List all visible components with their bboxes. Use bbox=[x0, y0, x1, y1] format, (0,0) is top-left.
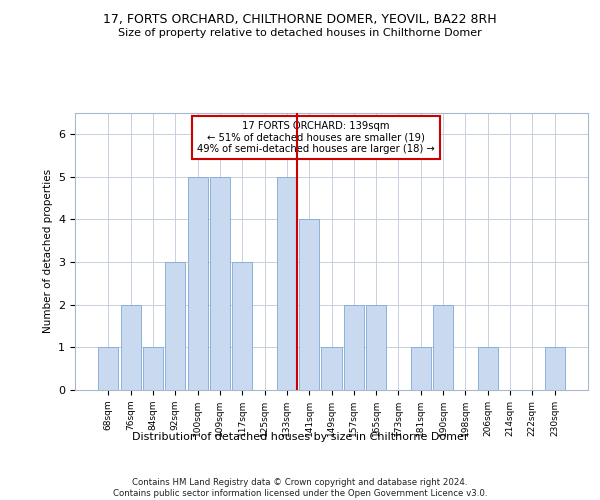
Bar bbox=[299, 219, 319, 390]
Bar bbox=[143, 348, 163, 390]
Y-axis label: Number of detached properties: Number of detached properties bbox=[43, 169, 53, 334]
Bar bbox=[98, 348, 118, 390]
Bar bbox=[411, 348, 431, 390]
Bar bbox=[121, 304, 141, 390]
Text: 17, FORTS ORCHARD, CHILTHORNE DOMER, YEOVIL, BA22 8RH: 17, FORTS ORCHARD, CHILTHORNE DOMER, YEO… bbox=[103, 12, 497, 26]
Bar bbox=[478, 348, 498, 390]
Bar bbox=[188, 176, 208, 390]
Bar bbox=[232, 262, 252, 390]
Bar bbox=[545, 348, 565, 390]
Bar bbox=[433, 304, 453, 390]
Text: 17 FORTS ORCHARD: 139sqm
← 51% of detached houses are smaller (19)
49% of semi-d: 17 FORTS ORCHARD: 139sqm ← 51% of detach… bbox=[197, 121, 435, 154]
Bar bbox=[344, 304, 364, 390]
Text: Size of property relative to detached houses in Chilthorne Domer: Size of property relative to detached ho… bbox=[118, 28, 482, 38]
Bar bbox=[277, 176, 297, 390]
Text: Distribution of detached houses by size in Chilthorne Domer: Distribution of detached houses by size … bbox=[132, 432, 468, 442]
Bar bbox=[165, 262, 185, 390]
Bar bbox=[366, 304, 386, 390]
Bar bbox=[322, 348, 341, 390]
Text: Contains HM Land Registry data © Crown copyright and database right 2024.
Contai: Contains HM Land Registry data © Crown c… bbox=[113, 478, 487, 498]
Bar bbox=[210, 176, 230, 390]
